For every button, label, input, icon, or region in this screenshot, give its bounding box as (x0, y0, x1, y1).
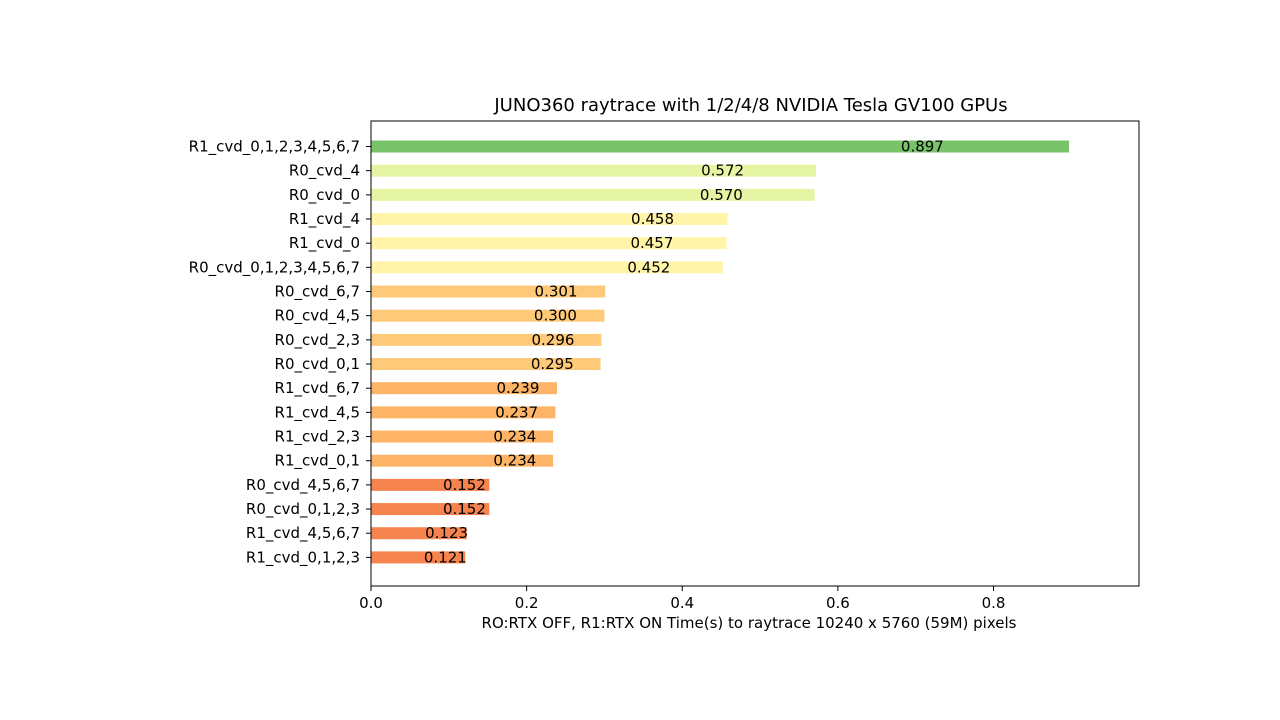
x-tick-label: 0.8 (982, 594, 1006, 612)
bar (371, 527, 467, 540)
y-tick-label: R0_cvd_0,1,2,3 (246, 500, 360, 519)
bar (371, 333, 602, 346)
bar (371, 285, 606, 298)
bar (371, 382, 557, 395)
bar (371, 213, 728, 226)
bar (371, 551, 466, 564)
bar-value-label: 0.295 (531, 355, 574, 373)
y-tick-label: R0_cvd_0 (289, 186, 360, 205)
bar (371, 309, 605, 322)
bar-value-label: 0.300 (534, 307, 577, 325)
bar (371, 430, 554, 443)
y-tick-label: R1_cvd_4,5,6,7 (246, 524, 360, 543)
y-tick-label: R0_cvd_4 (289, 162, 360, 181)
x-tick-label: 0.4 (670, 594, 694, 612)
bar (371, 164, 817, 177)
y-tick-label: R0_cvd_2,3 (275, 331, 360, 350)
bar-value-label: 0.452 (627, 258, 670, 276)
bar (371, 140, 1069, 153)
bar (371, 406, 556, 419)
bar-value-label: 0.897 (901, 138, 944, 156)
bar (371, 454, 554, 467)
bar-value-label: 0.296 (531, 331, 574, 349)
bar-value-label: 0.234 (493, 428, 536, 446)
bar (371, 237, 727, 250)
bar-value-label: 0.152 (443, 476, 486, 494)
chart-title: JUNO360 raytrace with 1/2/4/8 NVIDIA Tes… (493, 95, 1007, 116)
x-axis: 0.0 0.2 0.4 0.6 0.8 (359, 586, 1005, 612)
bar-value-label: 0.457 (630, 234, 673, 252)
x-tick-label: 0.6 (826, 594, 850, 612)
bars-layer: R1_cvd_0,1,2,3,4,5,6,7 0.897 R0_cvd_4 0.572… (189, 138, 1069, 567)
x-tick-label: 0.2 (515, 594, 539, 612)
y-tick-label: R1_cvd_4,5 (275, 403, 360, 422)
bar (371, 261, 723, 274)
x-axis-label: RO:RTX OFF, R1:RTX ON Time(s) to raytrac… (482, 614, 1017, 632)
y-tick-label: R1_cvd_6,7 (275, 379, 360, 398)
bar (371, 358, 601, 371)
y-tick-label: R0_cvd_4,5,6,7 (246, 476, 360, 495)
y-tick-label: R0_cvd_0,1,2,3,4,5,6,7 (189, 258, 360, 277)
bar (371, 188, 815, 201)
plot-frame (370, 120, 1140, 587)
bar-value-label: 0.123 (425, 524, 468, 542)
bar-value-label: 0.234 (493, 452, 536, 470)
y-tick-label: R0_cvd_6,7 (275, 283, 360, 302)
bar-value-label: 0.572 (701, 162, 744, 180)
y-tick-label: R0_cvd_0,1 (275, 355, 360, 374)
bar-value-label: 0.458 (631, 210, 674, 228)
bar-value-label: 0.237 (495, 403, 538, 421)
y-tick-label: R1_cvd_0 (289, 234, 360, 253)
bar-value-label: 0.152 (443, 500, 486, 518)
x-tick-label: 0.0 (359, 594, 383, 612)
bar-value-label: 0.121 (424, 548, 467, 566)
bar (371, 503, 490, 516)
y-tick-label: R1_cvd_0,1,2,3,4,5,6,7 (189, 138, 360, 157)
bar-value-label: 0.301 (535, 283, 578, 301)
y-tick-label: R1_cvd_4 (289, 210, 360, 229)
bar-value-label: 0.239 (496, 379, 539, 397)
bar-value-label: 0.570 (700, 186, 743, 204)
y-tick-label: R1_cvd_0,1,2,3 (246, 548, 360, 567)
y-tick-label: R1_cvd_2,3 (275, 428, 360, 447)
y-tick-label: R0_cvd_4,5 (275, 307, 360, 326)
y-tick-label: R1_cvd_0,1 (275, 452, 360, 471)
bar (371, 478, 490, 491)
